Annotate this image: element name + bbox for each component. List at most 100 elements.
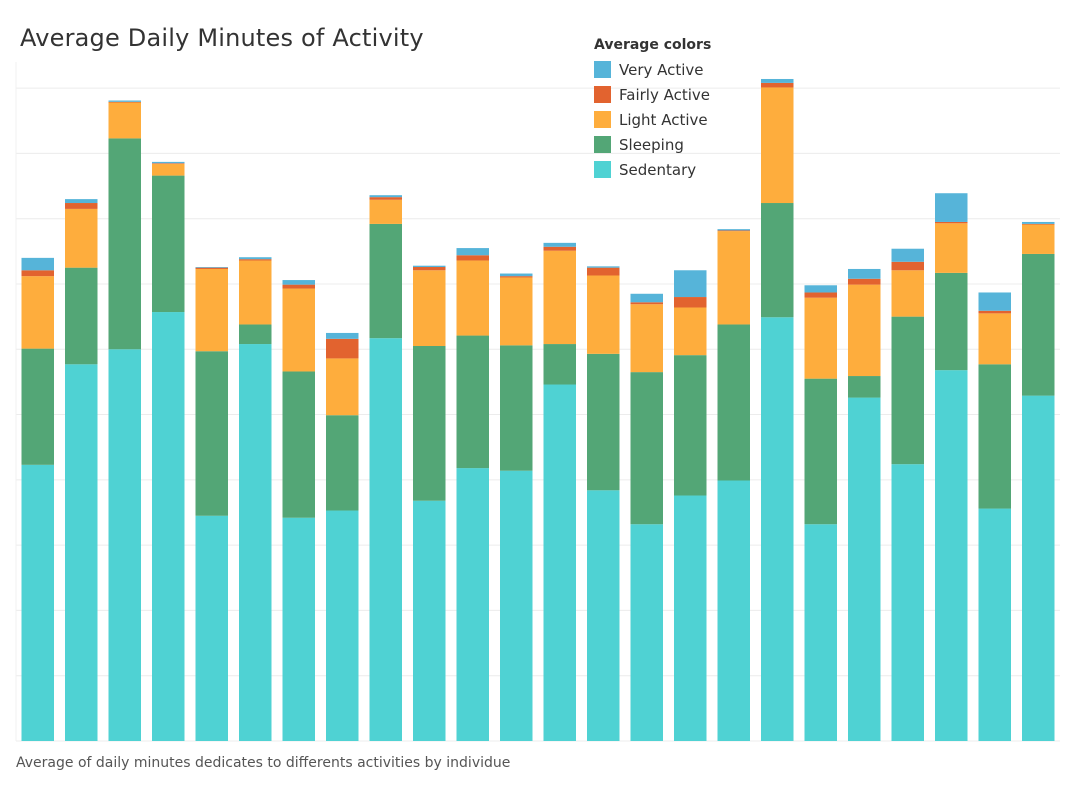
bar-segment-very-active[interactable] [108, 100, 142, 102]
bar-segment-sleeping[interactable] [413, 346, 446, 501]
bar-segment-very-active[interactable] [413, 265, 446, 268]
legend-item-sleeping[interactable]: Sleeping [594, 132, 711, 157]
bar-segment-very-active[interactable] [630, 293, 664, 303]
bar-segment-light-active[interactable] [108, 102, 142, 139]
bar-segment-fairly-active[interactable] [326, 338, 359, 359]
bar-segment-sleeping[interactable] [239, 324, 272, 345]
bar-segment-fairly-active[interactable] [239, 259, 272, 261]
bar-segment-sleeping[interactable] [891, 316, 925, 465]
bar-segment-light-active[interactable] [978, 313, 1012, 365]
bar-segment-fairly-active[interactable] [935, 221, 968, 224]
bar-segment-sleeping[interactable] [282, 371, 316, 518]
bar-segment-sedentary[interactable] [717, 480, 751, 742]
bar-segment-very-active[interactable] [195, 267, 229, 268]
bar-segment-sleeping[interactable] [369, 223, 403, 339]
bar-segment-very-active[interactable] [587, 266, 620, 268]
bar-segment-sleeping[interactable] [456, 335, 490, 469]
bar-segment-sleeping[interactable] [935, 272, 968, 371]
bar-stack[interactable] [674, 270, 707, 741]
bar-segment-sedentary[interactable] [282, 517, 316, 741]
bar-segment-light-active[interactable] [152, 163, 185, 176]
bar-segment-light-active[interactable] [717, 231, 751, 325]
bar-stack[interactable] [848, 268, 881, 741]
bar-segment-sleeping[interactable] [108, 138, 142, 350]
bar-segment-sedentary[interactable] [65, 364, 98, 741]
bar-segment-light-active[interactable] [587, 275, 620, 354]
bar-stack[interactable] [891, 248, 925, 741]
bar-segment-sleeping[interactable] [500, 345, 533, 471]
bar-segment-very-active[interactable] [456, 248, 490, 256]
bar-stack[interactable] [152, 161, 185, 741]
bar-segment-fairly-active[interactable] [108, 101, 142, 103]
bar-segment-sedentary[interactable] [935, 370, 968, 741]
bar-segment-very-active[interactable] [761, 78, 794, 83]
bar-segment-sleeping[interactable] [587, 353, 620, 491]
bar-segment-light-active[interactable] [369, 199, 403, 224]
bar-stack[interactable] [543, 242, 577, 741]
bar-segment-very-active[interactable] [804, 285, 838, 293]
bar-segment-light-active[interactable] [65, 208, 98, 268]
bar-segment-light-active[interactable] [282, 288, 316, 372]
bar-segment-fairly-active[interactable] [1022, 223, 1055, 225]
bar-segment-fairly-active[interactable] [413, 267, 446, 271]
bar-segment-light-active[interactable] [804, 297, 838, 379]
bar-segment-fairly-active[interactable] [21, 270, 55, 277]
bar-segment-fairly-active[interactable] [282, 284, 316, 289]
bar-segment-fairly-active[interactable] [195, 267, 229, 269]
bar-stack[interactable] [1022, 221, 1055, 741]
bar-segment-light-active[interactable] [891, 270, 925, 317]
bar-segment-sedentary[interactable] [978, 508, 1012, 741]
bar-segment-fairly-active[interactable] [369, 197, 403, 200]
bar-segment-sleeping[interactable] [65, 267, 98, 365]
bar-segment-fairly-active[interactable] [543, 246, 577, 251]
bar-segment-very-active[interactable] [65, 199, 98, 204]
bar-stack[interactable] [630, 293, 664, 741]
bar-segment-sleeping[interactable] [978, 364, 1012, 509]
legend-item-light-active[interactable]: Light Active [594, 107, 711, 132]
bar-segment-light-active[interactable] [630, 304, 664, 373]
bar-stack[interactable] [239, 257, 272, 741]
bar-stack[interactable] [413, 265, 446, 741]
bar-segment-very-active[interactable] [152, 161, 185, 164]
bar-segment-sedentary[interactable] [326, 510, 359, 741]
bar-segment-sleeping[interactable] [1022, 253, 1055, 396]
bar-stack[interactable] [717, 229, 751, 742]
bar-segment-sleeping[interactable] [21, 348, 55, 465]
bar-segment-fairly-active[interactable] [500, 276, 533, 278]
bar-segment-sedentary[interactable] [21, 464, 55, 741]
bar-segment-sleeping[interactable] [674, 355, 707, 496]
bar-segment-light-active[interactable] [413, 270, 446, 346]
bar-segment-very-active[interactable] [978, 292, 1012, 311]
bar-segment-light-active[interactable] [935, 223, 968, 273]
bar-segment-sedentary[interactable] [152, 312, 185, 741]
bar-segment-fairly-active[interactable] [152, 163, 185, 164]
bar-segment-fairly-active[interactable] [674, 297, 707, 308]
bar-segment-very-active[interactable] [369, 195, 403, 198]
bar-segment-very-active[interactable] [282, 280, 316, 285]
bar-segment-very-active[interactable] [543, 242, 577, 247]
bar-segment-sleeping[interactable] [717, 324, 751, 481]
bar-segment-light-active[interactable] [1022, 224, 1055, 254]
bar-stack[interactable] [978, 292, 1012, 741]
bar-stack[interactable] [21, 257, 55, 741]
bar-segment-fairly-active[interactable] [456, 255, 490, 261]
bar-segment-fairly-active[interactable] [761, 82, 794, 88]
bar-segment-sedentary[interactable] [761, 317, 794, 741]
bar-segment-very-active[interactable] [1022, 221, 1055, 224]
bar-segment-fairly-active[interactable] [587, 267, 620, 276]
bar-stack[interactable] [456, 248, 490, 741]
bar-segment-sedentary[interactable] [108, 349, 142, 741]
bar-segment-sedentary[interactable] [674, 495, 707, 741]
bar-segment-sedentary[interactable] [543, 384, 577, 741]
bar-segment-sedentary[interactable] [456, 468, 490, 741]
bar-segment-sleeping[interactable] [195, 351, 229, 516]
bar-segment-fairly-active[interactable] [891, 261, 925, 271]
bar-segment-sedentary[interactable] [891, 464, 925, 741]
bar-stack[interactable] [935, 193, 968, 741]
bar-segment-sedentary[interactable] [630, 524, 664, 741]
bar-segment-sedentary[interactable] [195, 515, 229, 741]
bar-segment-light-active[interactable] [326, 358, 359, 416]
bar-segment-very-active[interactable] [21, 257, 55, 271]
bar-stack[interactable] [804, 285, 838, 741]
bar-segment-sleeping[interactable] [804, 378, 838, 525]
